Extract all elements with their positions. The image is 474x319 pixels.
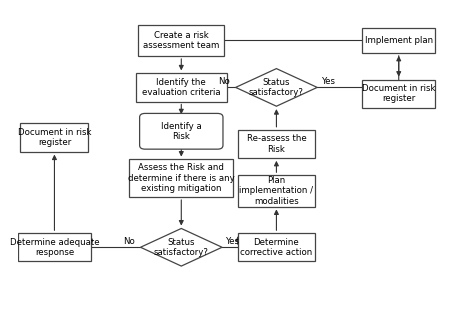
Text: No: No <box>123 237 135 246</box>
Bar <box>238 175 315 206</box>
Text: Identify a
Risk: Identify a Risk <box>161 122 201 141</box>
Text: Determine adequate
response: Determine adequate response <box>9 238 99 257</box>
Bar <box>129 160 233 197</box>
Bar <box>138 25 224 56</box>
FancyBboxPatch shape <box>140 114 223 149</box>
Text: No: No <box>219 77 230 86</box>
Bar <box>238 130 315 158</box>
Text: Assess the Risk and
determine if there is any
existing mitigation: Assess the Risk and determine if there i… <box>128 163 235 193</box>
Text: Document in risk
register: Document in risk register <box>18 128 91 147</box>
Polygon shape <box>236 69 317 106</box>
Text: Implement plan: Implement plan <box>365 36 433 45</box>
Bar <box>136 73 227 101</box>
Text: Status
satisfactory?: Status satisfactory? <box>154 238 209 257</box>
Text: Plan
implementation /
modalities: Plan implementation / modalities <box>239 176 313 206</box>
Bar <box>363 28 435 53</box>
Bar <box>363 79 435 108</box>
Polygon shape <box>140 228 222 266</box>
Text: Yes: Yes <box>227 237 240 246</box>
Bar <box>238 233 315 261</box>
Text: Identify the
evaluation criteria: Identify the evaluation criteria <box>142 78 220 97</box>
Text: Yes: Yes <box>321 77 336 86</box>
Text: Determine
corrective action: Determine corrective action <box>240 238 312 257</box>
Text: Re-assess the
Risk: Re-assess the Risk <box>246 134 306 153</box>
Bar <box>18 233 91 261</box>
Text: Create a risk
assessment team: Create a risk assessment team <box>143 31 219 50</box>
Text: Document in risk
register: Document in risk register <box>362 84 436 103</box>
Text: Status
satisfactory?: Status satisfactory? <box>249 78 304 97</box>
Bar <box>20 123 89 152</box>
